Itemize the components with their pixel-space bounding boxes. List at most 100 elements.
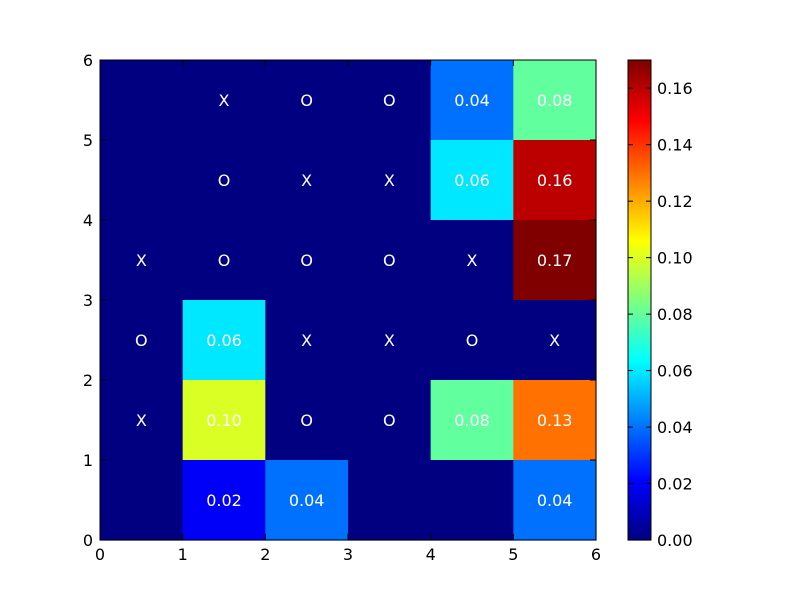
colorbar-segment	[628, 358, 651, 361]
cell-value-label: O	[383, 411, 396, 430]
colorbar-segment	[628, 190, 651, 193]
heatmap-cell	[513, 300, 597, 381]
colorbar-segment	[628, 338, 651, 341]
colorbar-segment	[628, 158, 651, 161]
colorbar-segment	[628, 250, 651, 253]
x-tick-label: 6	[591, 545, 601, 564]
colorbar-tick-label: 0.04	[657, 418, 693, 437]
colorbar-segment	[628, 68, 651, 71]
colorbar-segment	[628, 438, 651, 441]
colorbar-segment	[628, 62, 651, 65]
heatmap-cell	[430, 140, 514, 221]
colorbar-segment	[628, 422, 651, 425]
colorbar-segment	[628, 486, 651, 489]
colorbar-segment	[628, 112, 651, 115]
colorbar-segment	[628, 324, 651, 327]
heatmap-cell	[513, 220, 597, 301]
colorbar-segment	[628, 184, 651, 187]
colorbar-segment	[628, 272, 651, 275]
colorbar-segment	[628, 296, 651, 299]
y-tick-label: 2	[83, 371, 93, 390]
colorbar-segment	[628, 502, 651, 505]
colorbar-segment	[628, 470, 651, 473]
colorbar-tick-label: 0.10	[657, 249, 693, 268]
heatmap-cell	[348, 460, 432, 541]
heatmap-cell	[182, 300, 266, 381]
colorbar-segment	[628, 504, 651, 507]
colorbar-segment	[628, 174, 651, 177]
colorbar-segment	[628, 64, 651, 67]
colorbar-segment	[628, 238, 651, 241]
colorbar-segment	[628, 508, 651, 511]
colorbar-segment	[628, 214, 651, 217]
heatmap-cell	[513, 60, 597, 141]
colorbar-segment	[628, 496, 651, 499]
colorbar-segment	[628, 196, 651, 199]
colorbar-segment	[628, 536, 651, 539]
colorbar-segment	[628, 248, 651, 251]
colorbar-segment	[628, 232, 651, 235]
cell-value-label: 0.08	[537, 91, 573, 110]
colorbar-segment	[628, 162, 651, 165]
colorbar-segment	[628, 420, 651, 423]
cell-value-label: O	[300, 411, 313, 430]
colorbar-segment	[628, 166, 651, 169]
colorbar-segment	[628, 258, 651, 261]
colorbar-segment	[628, 492, 651, 495]
colorbar-segment	[628, 246, 651, 249]
heatmap-cell	[265, 300, 349, 381]
colorbar-segment	[628, 330, 651, 333]
colorbar-segment	[628, 138, 651, 141]
colorbar-segment	[628, 168, 651, 171]
colorbar-segment	[628, 406, 651, 409]
colorbar-segment	[628, 460, 651, 463]
colorbar-segment	[628, 382, 651, 385]
colorbar-segment	[628, 516, 651, 519]
colorbar-segment	[628, 348, 651, 351]
colorbar-segment	[628, 434, 651, 437]
colorbar-segment	[628, 394, 651, 397]
cell-value-label: X	[467, 251, 478, 270]
colorbar-segment	[628, 114, 651, 117]
colorbar-segment	[628, 82, 651, 85]
heatmap-cell	[100, 460, 184, 541]
heatmap-cell	[182, 220, 266, 301]
cell-value-label: O	[218, 171, 231, 190]
heatmap-cell	[430, 460, 514, 541]
colorbar-segment	[628, 418, 651, 421]
colorbar-segment	[628, 254, 651, 257]
colorbar-segment	[628, 484, 651, 487]
colorbar-segment	[628, 528, 651, 531]
colorbar-segment	[628, 120, 651, 123]
colorbar-segment	[628, 408, 651, 411]
cell-value-label: X	[549, 331, 560, 350]
colorbar-segment	[628, 70, 651, 73]
heatmap-cell	[430, 60, 514, 141]
colorbar-segment	[628, 178, 651, 181]
heatmap-cells	[100, 60, 597, 541]
cell-value-label: O	[135, 331, 148, 350]
heatmap-cell	[430, 380, 514, 461]
colorbar-segment	[628, 306, 651, 309]
y-axis: 0 1 2 3 4 5 6	[83, 51, 596, 550]
colorbar-segment	[628, 500, 651, 503]
colorbar-segment	[628, 436, 651, 439]
colorbar-segment	[628, 312, 651, 315]
colorbar-segment	[628, 186, 651, 189]
colorbar-segment	[628, 210, 651, 213]
colorbar-segment	[628, 72, 651, 75]
x-tick-label: 2	[260, 545, 270, 564]
colorbar-segment	[628, 458, 651, 461]
colorbar-segment	[628, 314, 651, 317]
colorbar-segment	[628, 468, 651, 471]
colorbar-segment	[628, 316, 651, 319]
colorbar-segment	[628, 446, 651, 449]
cell-value-label: 0.13	[537, 411, 573, 430]
colorbar-segment	[628, 80, 651, 83]
colorbar-segment	[628, 164, 651, 167]
cell-value-label: X	[301, 331, 312, 350]
colorbar-segment	[628, 130, 651, 133]
colorbar-segment	[628, 404, 651, 407]
heatmap-cell	[100, 300, 184, 381]
colorbar-segment	[628, 366, 651, 369]
